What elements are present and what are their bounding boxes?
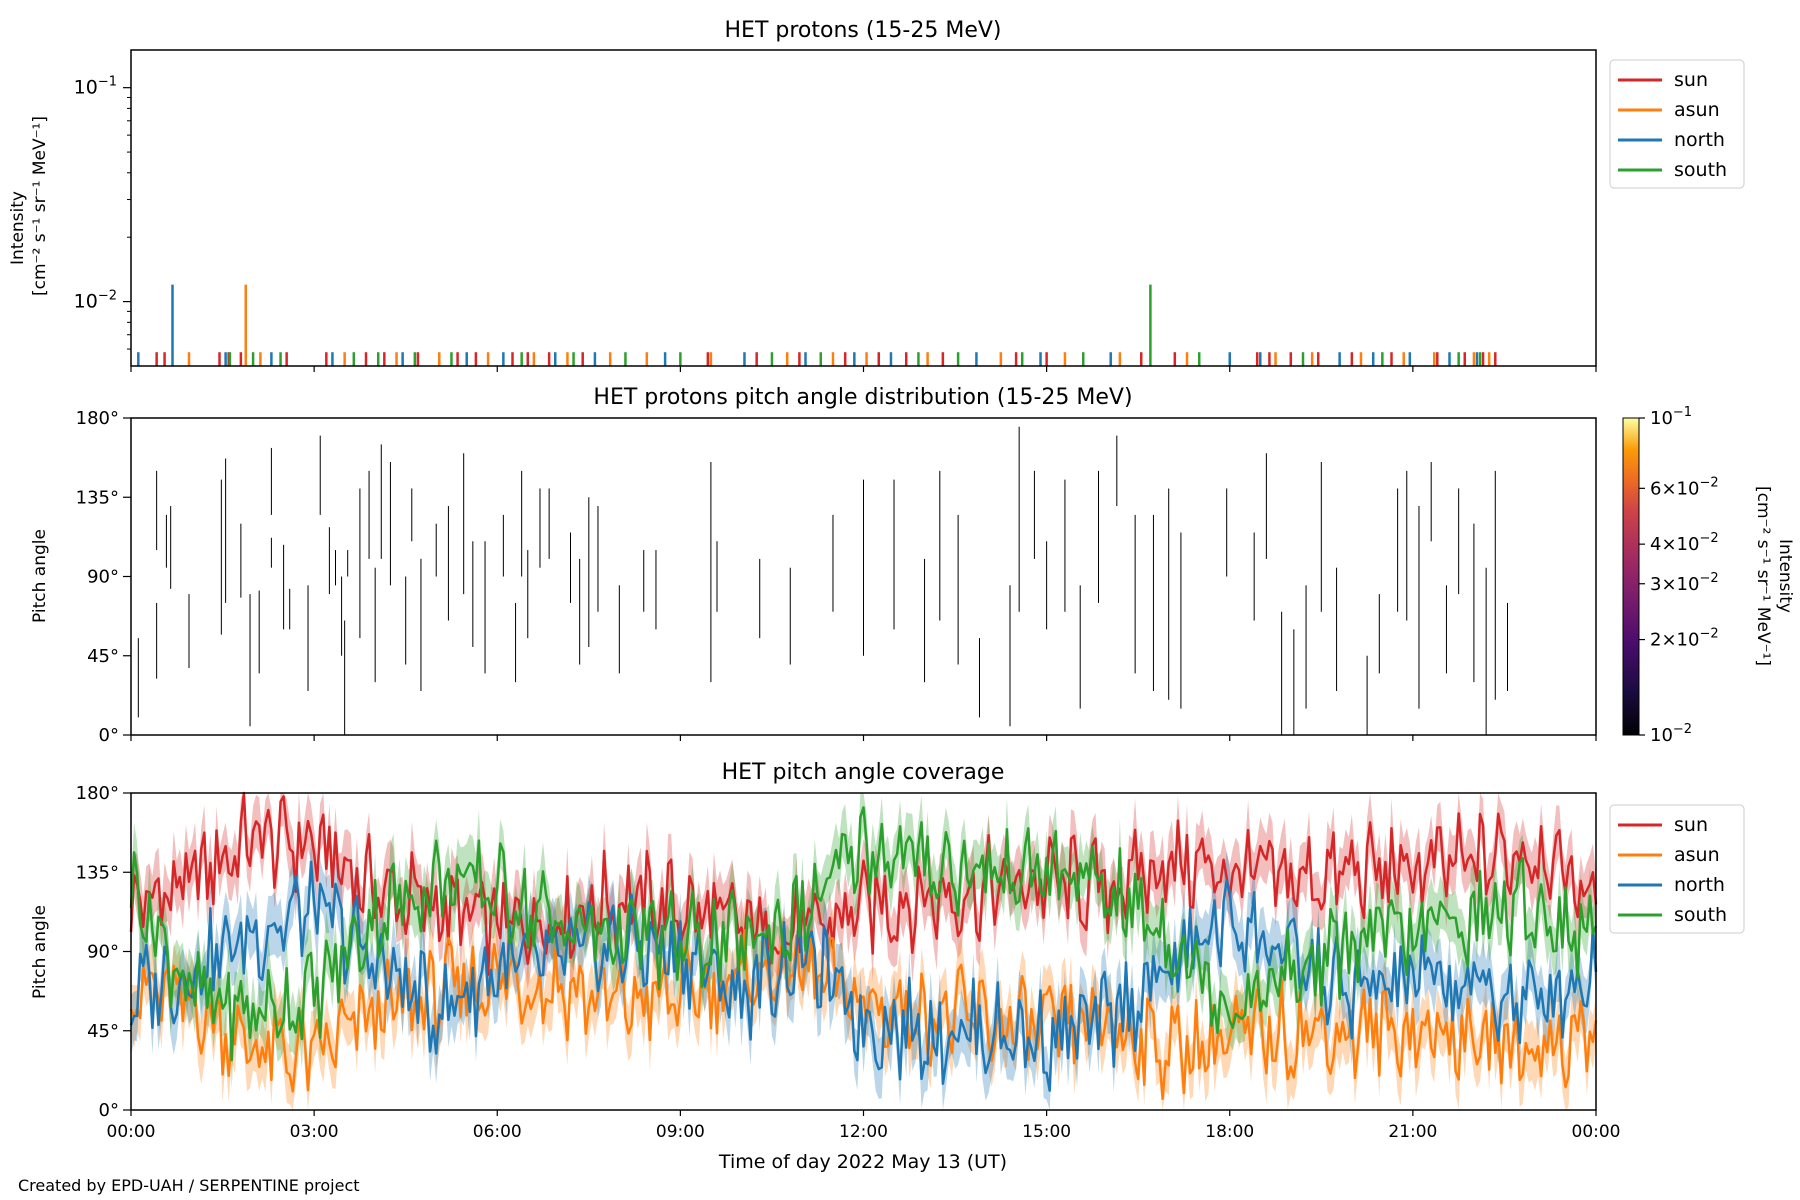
- panel3-x-ticks: 00:00 03:00 06:00 09:00 12:00 15:00 18:00 21:00…: [107, 1110, 1621, 1142]
- line-sun: [129, 791, 1598, 976]
- panel1-y-ticks: 10−1 10−2: [74, 75, 131, 313]
- panel1-legend: sun asun north south: [1609, 59, 1745, 189]
- y-tick-label: 0°: [99, 1100, 119, 1121]
- y-tick-label: 135°: [76, 862, 119, 883]
- legend-label-south: south: [1674, 904, 1727, 926]
- legend-label-asun: asun: [1674, 844, 1720, 866]
- panel1-spikes: [137, 284, 1497, 366]
- legend-label-asun: asun: [1674, 99, 1720, 121]
- x-tick-label: 21:00: [1388, 1122, 1437, 1142]
- y-tick-label: 45°: [87, 646, 119, 667]
- x-tick-label: 00:00: [107, 1122, 156, 1142]
- credit-text: Created by EPD-UAH / SERPENTINE project: [18, 1176, 360, 1195]
- y-tick-label: 90°: [87, 942, 119, 963]
- panel2-x-ticks: [130, 735, 1597, 741]
- panel1-title: HET protons (15-25 MeV): [725, 18, 1002, 43]
- y-tick-label: 45°: [87, 1021, 119, 1042]
- y-tick-label: 180°: [76, 408, 119, 429]
- panel3-xlabel: Time of day 2022 May 13 (UT): [718, 1151, 1007, 1173]
- panel3-lines: [129, 791, 1598, 1101]
- colorbar-label-line1: Intensity: [1775, 539, 1795, 613]
- panel2-y-ticks: 0° 45° 90° 135° 180°: [76, 408, 131, 746]
- panel1-x-ticks: [130, 366, 1597, 372]
- colorbar-label-line2: [cm⁻² s⁻¹ sr⁻¹ MeV⁻¹]: [1753, 486, 1773, 666]
- x-tick-label: 09:00: [656, 1122, 705, 1142]
- colorbar-tick-label: 3×10−2: [1650, 571, 1719, 595]
- x-tick-label: 00:00: [1572, 1122, 1621, 1142]
- line-asun: [129, 928, 1598, 1101]
- x-tick-label: 18:00: [1205, 1122, 1254, 1142]
- x-tick-label: 12:00: [839, 1122, 888, 1142]
- panel1-ylabel-line1: Intensity: [8, 191, 28, 265]
- x-tick-label: 06:00: [473, 1122, 522, 1142]
- legend-label-north: north: [1674, 874, 1725, 896]
- y-tick-label: 135°: [76, 487, 119, 508]
- panel2-ylabel: Pitch angle: [30, 529, 50, 623]
- panel-pitch-distribution: HET protons pitch angle distribution (15…: [30, 385, 1795, 746]
- panel-pitch-coverage: HET pitch angle coverage Pitch angle 0° 4…: [30, 760, 1745, 1173]
- y-tick-label: 90°: [87, 567, 119, 588]
- colorbar-tick-label: 10−1: [1650, 405, 1692, 429]
- band-north: [131, 840, 1596, 1110]
- x-tick-label: 03:00: [290, 1122, 339, 1142]
- panel3-title: HET pitch angle coverage: [722, 760, 1005, 785]
- panel3-frame: [130, 792, 1597, 1111]
- legend-label-north: north: [1674, 129, 1725, 151]
- legend-box: [1609, 804, 1745, 934]
- y-tick-label: 180°: [76, 783, 119, 804]
- legend-label-sun: sun: [1674, 814, 1708, 836]
- panel2-segments: [137, 426, 1508, 735]
- line-north: [129, 860, 1598, 1092]
- panel2-frame: [130, 417, 1597, 736]
- panel2-title: HET protons pitch angle distribution (15…: [593, 385, 1132, 410]
- line-south: [129, 806, 1598, 1062]
- panel1-frame: [130, 49, 1597, 367]
- panel3-y-ticks: 0° 45° 90° 135° 180°: [76, 783, 131, 1121]
- y-tick-label: 10−1: [74, 75, 117, 99]
- legend-label-south: south: [1674, 159, 1727, 181]
- y-tick-label: 0°: [99, 725, 119, 746]
- legend-box: [1609, 59, 1745, 189]
- panel3-ylabel: Pitch angle: [30, 905, 50, 999]
- panel-intensity: HET protons (15-25 MeV) Intensity [cm⁻² …: [8, 18, 1745, 372]
- band-sun: [131, 793, 1596, 1000]
- colorbar-tick-label: 10−2: [1650, 722, 1692, 746]
- colorbar-tick-label: 4×10−2: [1650, 531, 1719, 555]
- panel1-ylabel-line2: [cm⁻² s⁻¹ sr⁻¹ MeV⁻¹]: [30, 116, 50, 296]
- legend-label-sun: sun: [1674, 69, 1708, 91]
- colorbar-tick-label: 6×10−2: [1650, 475, 1719, 499]
- colorbar: [1622, 417, 1640, 736]
- colorbar-tick-label: 2×10−2: [1650, 627, 1719, 651]
- colorbar-ticks: 10−1 6×10−2 4×10−2 3×10−2 2×10−2 10−2: [1639, 405, 1719, 746]
- panel3-legend: sun asun north south: [1609, 804, 1745, 934]
- y-tick-label: 10−2: [74, 289, 117, 313]
- x-tick-label: 15:00: [1022, 1122, 1071, 1142]
